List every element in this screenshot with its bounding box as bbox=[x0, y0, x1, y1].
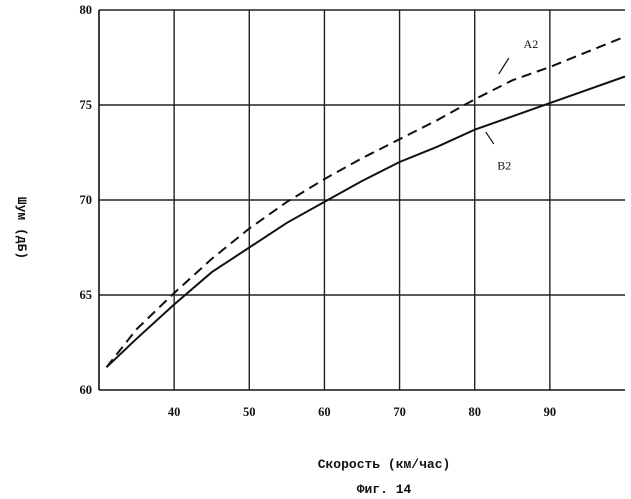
x-axis-label: Скорость (км/час) bbox=[318, 457, 451, 472]
y-tick-label: 80 bbox=[80, 3, 93, 17]
series-line-b2 bbox=[107, 77, 626, 368]
y-tick-label: 65 bbox=[80, 288, 93, 302]
leader-line-b2 bbox=[486, 132, 494, 144]
leader-line-a2 bbox=[499, 58, 509, 74]
series-line-a2 bbox=[107, 37, 626, 368]
x-tick-labels: 40 50 60 70 80 90 bbox=[168, 405, 556, 419]
x-tick-label: 70 bbox=[393, 405, 406, 419]
x-tick-label: 40 bbox=[168, 405, 181, 419]
x-tick-label: 80 bbox=[468, 405, 481, 419]
x-tick-label: 60 bbox=[318, 405, 331, 419]
y-tick-label: 75 bbox=[80, 98, 93, 112]
series-lines bbox=[107, 37, 626, 368]
y-tick-label: 60 bbox=[80, 383, 93, 397]
y-axis-label: Шум (дБ) bbox=[14, 197, 29, 259]
grid bbox=[99, 10, 625, 390]
y-tick-label: 70 bbox=[80, 193, 93, 207]
series-label-a2: A2 bbox=[524, 37, 539, 51]
figure-caption: Фиг. 14 bbox=[357, 482, 412, 497]
y-tick-labels: 60 65 70 75 80 bbox=[80, 3, 93, 397]
series-label-b2: B2 bbox=[497, 159, 511, 173]
x-tick-label: 50 bbox=[243, 405, 256, 419]
x-tick-label: 90 bbox=[544, 405, 557, 419]
